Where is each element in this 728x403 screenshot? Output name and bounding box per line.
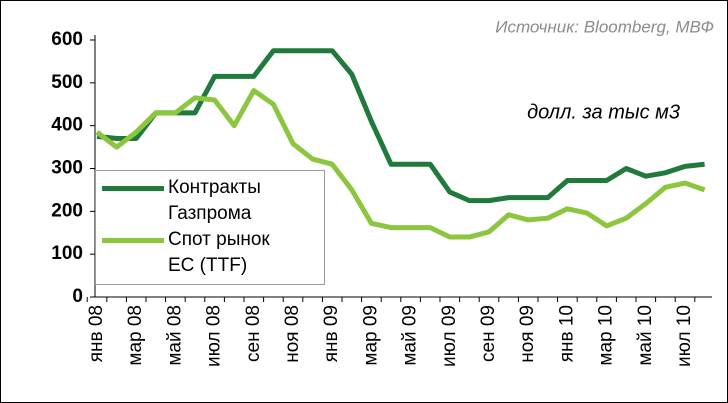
y-tick-label: 600 (51, 29, 83, 50)
x-tick-label: май 09 (400, 305, 421, 366)
legend-label: Контракты Газпрома (168, 177, 261, 224)
x-tick-label: мар 10 (596, 305, 617, 366)
x-tick-label: май 08 (164, 305, 185, 366)
series-line (96, 48, 705, 204)
x-tick-label: ноя 08 (282, 305, 303, 363)
legend-swatch (102, 238, 164, 243)
legend-label: Спот рынок ЕС (TTF) (168, 229, 270, 276)
x-tick-label: май 10 (635, 305, 656, 366)
y-tick-label: 500 (51, 72, 83, 93)
x-tick-label: мар 09 (360, 305, 381, 366)
x-tick-label: июл 08 (204, 305, 225, 367)
y-tick-label: 100 (51, 243, 83, 264)
unit-note: долл. за тыс м3 (527, 101, 680, 123)
legend: Контракты Газпрома Спот рынок ЕС (TTF) (95, 170, 325, 285)
x-tick-label: сен 08 (243, 305, 264, 362)
x-tick-label: июл 10 (674, 305, 695, 367)
legend-item: Контракты Газпрома (102, 175, 318, 227)
x-tick-label: янв 10 (556, 305, 577, 362)
x-tick-label: сен 09 (478, 305, 499, 362)
x-tick-label: янв 08 (86, 305, 107, 362)
y-tick-label: 300 (51, 158, 83, 179)
x-tick-label: июл 09 (439, 305, 460, 367)
y-tick-label: 400 (51, 115, 83, 136)
x-tick-label: мар 08 (125, 305, 146, 366)
source: Источник: Bloomberg, МВФ (495, 17, 714, 36)
series-line (95, 88, 706, 240)
legend-swatch (102, 186, 164, 191)
x-tick-label: янв 09 (321, 305, 342, 362)
x-tick-label: ноя 09 (517, 305, 538, 363)
y-tick-label: 200 (51, 200, 83, 221)
legend-item: Спот рынок ЕС (TTF) (102, 227, 318, 279)
y-tick-label: 0 (72, 286, 83, 307)
